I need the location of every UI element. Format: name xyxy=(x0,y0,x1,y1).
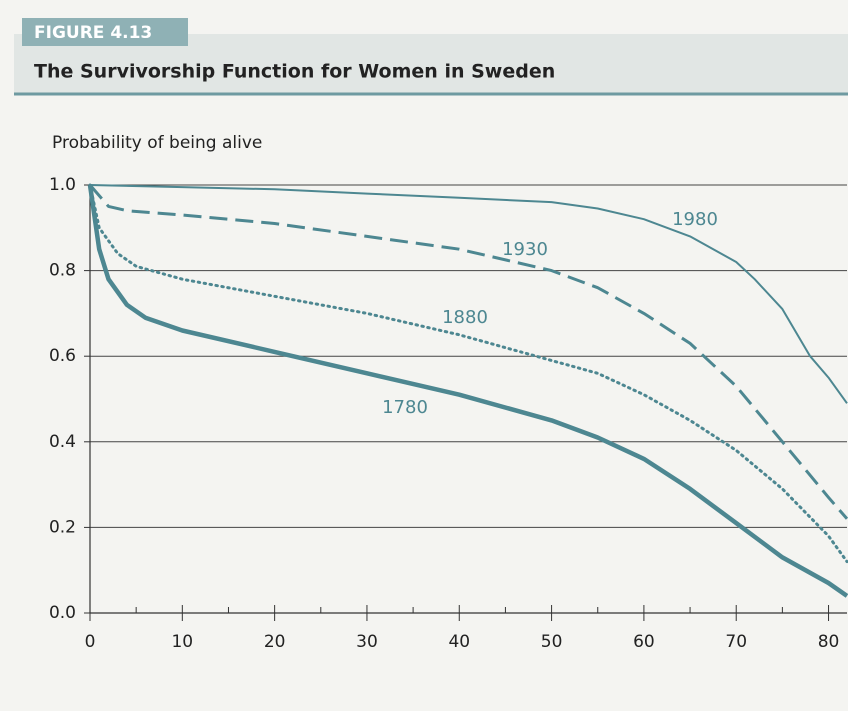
y-tick-label: 1.0 xyxy=(49,175,76,195)
figure-badge xyxy=(22,18,188,46)
series-label: 1880 xyxy=(442,307,488,328)
x-tick-label: 0 xyxy=(85,632,96,652)
chart-title: The Survivorship Function for Women in S… xyxy=(34,61,555,83)
series-line xyxy=(88,183,848,564)
x-tick-label: 70 xyxy=(725,632,747,652)
x-tick-label: 60 xyxy=(633,632,655,652)
y-axis-label: Probability of being alive xyxy=(52,133,262,153)
series-label: 1980 xyxy=(672,209,718,230)
y-tick-label: 0.4 xyxy=(49,432,76,452)
y-tick-label: 0.8 xyxy=(49,261,76,281)
x-tick-label: 10 xyxy=(171,632,193,652)
x-tick-label: 40 xyxy=(448,632,470,652)
figure-label: FIGURE 4.13 xyxy=(34,23,152,43)
y-tick-label: 0.0 xyxy=(49,603,76,623)
y-tick-label: 0.6 xyxy=(49,346,76,366)
series-line xyxy=(89,184,848,404)
x-tick-label: 20 xyxy=(264,632,286,652)
y-tick-label: 0.2 xyxy=(49,517,76,537)
series-label: 1930 xyxy=(502,239,548,260)
x-tick-label: 80 xyxy=(818,632,840,652)
series-line xyxy=(87,184,848,598)
series-line xyxy=(88,184,848,520)
x-tick-label: 50 xyxy=(541,632,563,652)
series-label: 1780 xyxy=(382,397,428,418)
x-tick-label: 30 xyxy=(356,632,378,652)
